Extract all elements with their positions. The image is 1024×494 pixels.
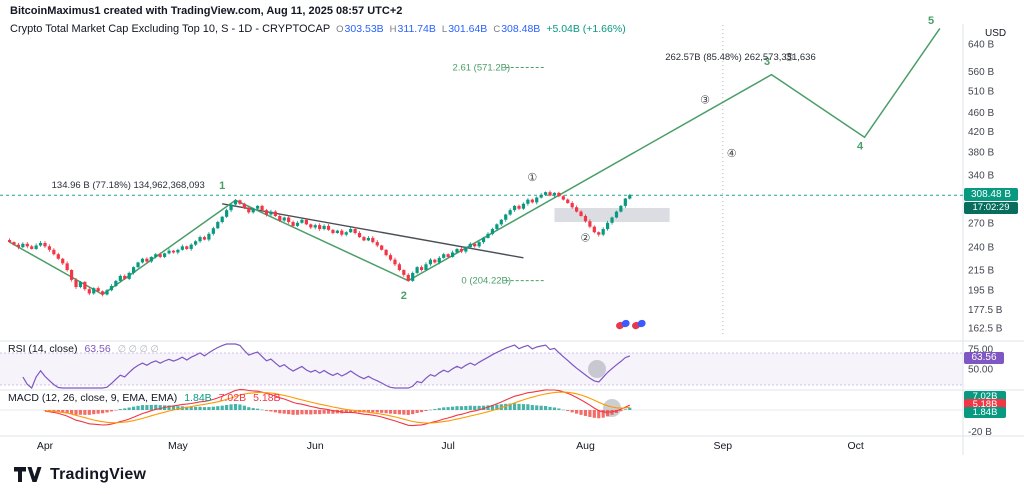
candles-layer [7, 190, 632, 297]
svg-text:75.00: 75.00 [968, 345, 993, 356]
macd-title: MACD (12, 26, close, 9, EMA, EMA) [8, 392, 178, 404]
tradingview-logo-icon[interactable] [14, 466, 42, 483]
svg-text:50.00: 50.00 [968, 365, 993, 376]
svg-text:1: 1 [219, 180, 225, 192]
svg-text:②: ② [581, 232, 591, 244]
svg-text:262.57B (85.48%) 262,573,331,: 262.57B (85.48%) 262,573,331,636 [665, 52, 816, 63]
macd-badge-macd: 7.02B [964, 391, 1006, 402]
macd-line [44, 389, 631, 427]
ghost-sticker-icon [588, 360, 606, 378]
rsi-value: 63.56 [84, 343, 111, 355]
svg-text:Sep: Sep [713, 440, 732, 452]
svg-text:Apr: Apr [37, 440, 54, 452]
svg-text:Aug: Aug [576, 440, 595, 452]
change-value: +5.04B (+1.66%) [546, 23, 626, 35]
svg-text:2.61 (571.2B): 2.61 (571.2B) [453, 63, 511, 74]
macd-badge-hist: 1.84B [964, 407, 1006, 418]
current-price-badge: 308.48 B [964, 188, 1018, 201]
svg-text:195 B: 195 B [968, 286, 994, 297]
svg-text:560 B: 560 B [968, 67, 994, 78]
rsi-value-badge: 63.56 [964, 352, 1004, 364]
svg-text:380 B: 380 B [968, 148, 994, 159]
svg-text:Jul: Jul [441, 440, 454, 452]
symbol-legend: Crypto Total Market Cap Excluding Top 10… [10, 23, 626, 35]
macd-hist-value: 1.84B [184, 392, 212, 404]
rsi-layer [22, 343, 631, 389]
svg-text:Oct: Oct [848, 440, 864, 452]
macd-signal-line [44, 391, 630, 424]
svg-text:340 B: 340 B [968, 171, 994, 182]
svg-text:③: ③ [700, 95, 710, 107]
bar-countdown-badge: 17:02:29 [964, 202, 1018, 214]
svg-text:2: 2 [401, 290, 407, 302]
credit-line: BitcoinMaximus1 created with TradingView… [10, 5, 403, 17]
highlight-band [554, 208, 670, 223]
svg-text:270 B: 270 B [968, 218, 994, 229]
svg-text:-20 B: -20 B [968, 427, 992, 438]
svg-text:640 B: 640 B [968, 40, 994, 51]
ohlc-open: O 303.53B [336, 23, 384, 35]
svg-text:3: 3 [764, 56, 770, 68]
svg-text:240 B: 240 B [968, 243, 994, 254]
rsi-title: RSI (14, close) [8, 343, 78, 355]
svg-text:USD: USD [985, 28, 1006, 39]
svg-text:④: ④ [727, 148, 737, 160]
brand-text[interactable]: TradingView [50, 465, 147, 483]
rsi-hidden-values: ∅ ∅ ∅ ∅ [117, 344, 159, 355]
svg-text:460 B: 460 B [968, 108, 994, 119]
svg-text:4: 4 [857, 140, 864, 152]
macd-layer [43, 389, 632, 427]
rsi-header[interactable]: RSI (14, close) 63.56 ∅ ∅ ∅ ∅ [8, 343, 159, 355]
annotations-layer: 1 2 3 4 5 ① ② ③ ④ ⑤ 2.61 (571.2B) 0 (204.22B) 134.96… [52, 15, 934, 302]
macd-badge-signal: 5.18B [964, 399, 1006, 410]
pill-stickers-icon [616, 319, 646, 330]
footer-bar: TradingView [0, 455, 1024, 494]
symbol-title[interactable]: Crypto Total Market Cap Excluding Top 10… [10, 23, 331, 35]
svg-text:215 B: 215 B [968, 265, 994, 276]
svg-text:Jun: Jun [307, 440, 324, 452]
rsi-line [22, 343, 631, 389]
ohlc-high: H 311.74B [389, 23, 436, 35]
macd-line-value: 7.02B [218, 392, 247, 404]
svg-text:510 B: 510 B [968, 87, 994, 98]
svg-text:134.96 B (77.18%) 134,962,368: 134.96 B (77.18%) 134,962,368,093 [52, 180, 205, 191]
background-layer [0, 24, 1024, 455]
svg-text:5: 5 [928, 15, 934, 27]
ohlc-low: L 301.64B [441, 23, 488, 35]
chart-canvas[interactable]: 1 2 3 4 5 ① ② ③ ④ ⑤ 2.61 (571.2B) 0 (204.22B) 134.96… [0, 0, 1024, 455]
svg-text:⑤: ⑤ [784, 52, 794, 64]
svg-text:May: May [168, 440, 189, 452]
svg-text:177.5 B: 177.5 B [968, 305, 1003, 316]
macd-header[interactable]: MACD (12, 26, close, 9, EMA, EMA) 1.84B … [8, 392, 281, 404]
svg-text:0 (204.22B): 0 (204.22B) [461, 276, 511, 287]
svg-text:162.5 B: 162.5 B [968, 324, 1003, 335]
macd-signal-value: 5.18B [253, 392, 281, 404]
svg-text:420 B: 420 B [968, 127, 994, 138]
ohlc-close: C 308.48B [493, 23, 541, 35]
svg-text:①: ① [527, 172, 537, 184]
